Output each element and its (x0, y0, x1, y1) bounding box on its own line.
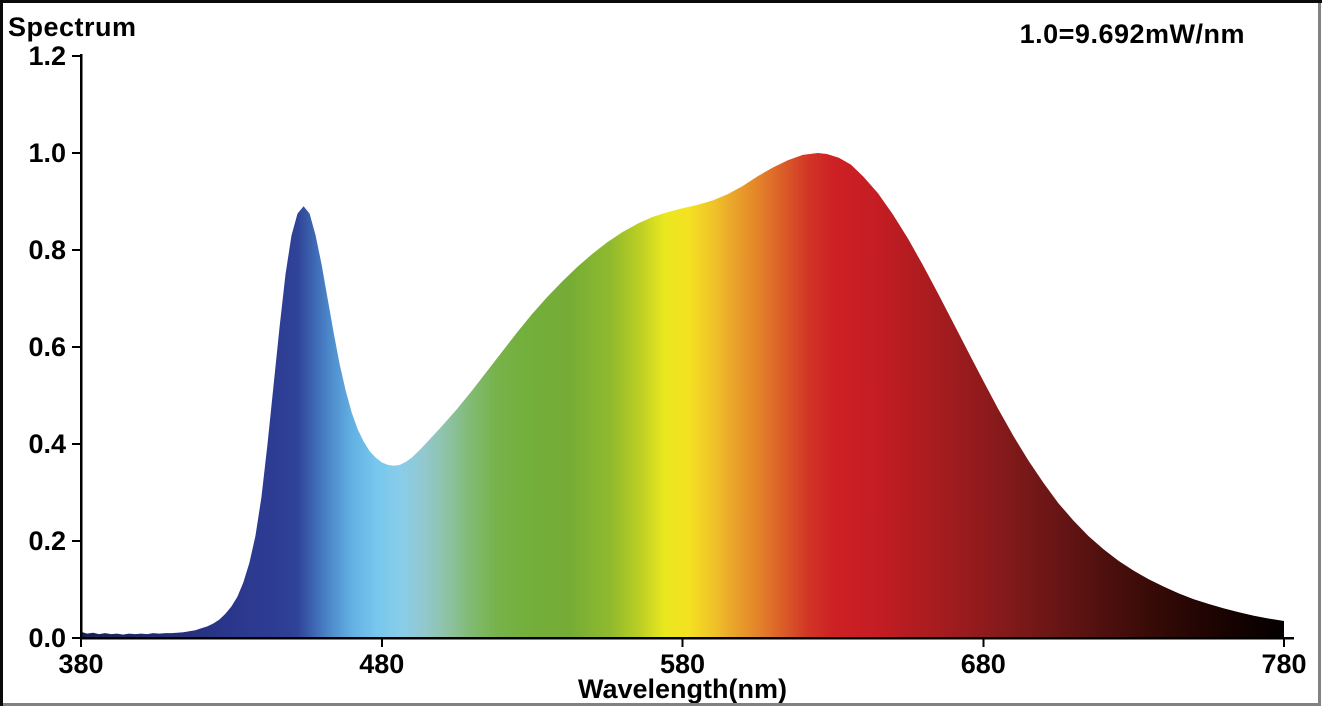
x-axis-title: Wavelength(nm) (578, 674, 787, 704)
y-tick-label: 0.2 (28, 526, 66, 556)
x-tick-label: 780 (1261, 649, 1306, 679)
y-tick-label: 1.2 (28, 41, 66, 71)
chart-title: Spectrum (8, 12, 137, 42)
spectrum-area (81, 153, 1284, 638)
window-border-right (1318, 3, 1321, 706)
y-tick-label: 0.8 (28, 235, 66, 265)
y-tick-label: 0.6 (28, 332, 66, 362)
window-border-left (0, 0, 3, 706)
x-tick-label: 680 (961, 649, 1006, 679)
x-tick-label: 380 (58, 649, 103, 679)
y-tick-label: 0.0 (28, 623, 66, 653)
y-tick-label: 0.4 (28, 429, 66, 459)
normalization-note: 1.0=9.692mW/nm (1019, 19, 1245, 49)
x-tick-label: 480 (359, 649, 404, 679)
window-border-top (0, 0, 1322, 3)
window-border-bottom (3, 703, 1321, 706)
y-tick-label: 1.0 (28, 138, 66, 168)
x-tick-label: 580 (660, 649, 705, 679)
